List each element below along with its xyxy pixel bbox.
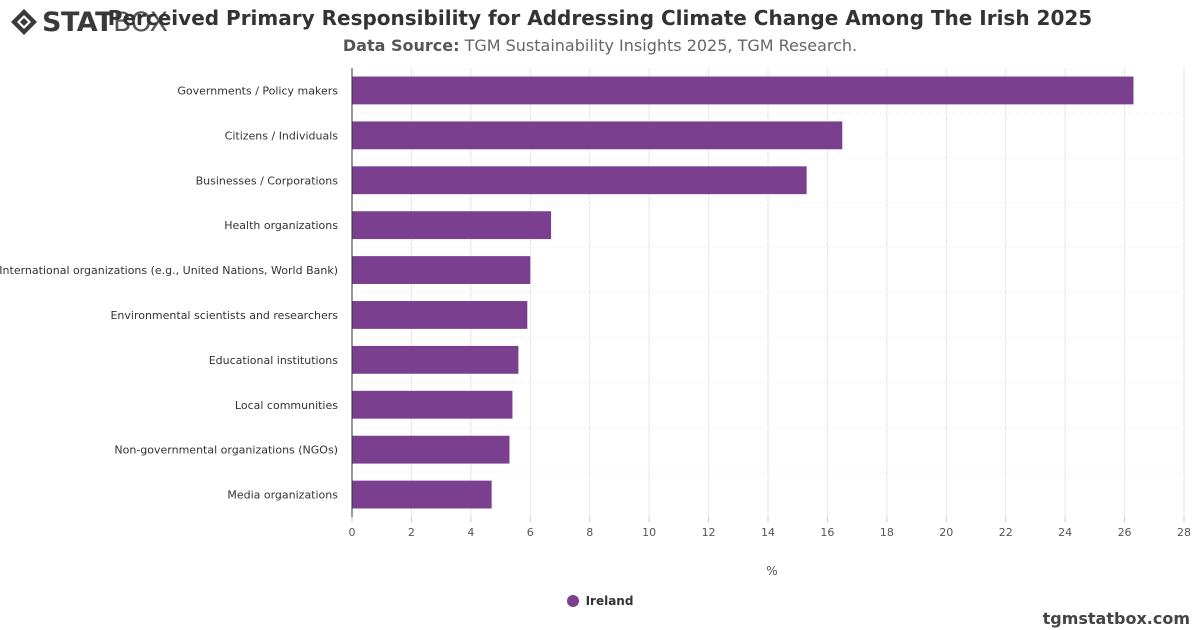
bar [352,480,492,509]
x-tick-label: 22 [999,526,1013,539]
bar [352,301,528,329]
bar [352,390,513,419]
x-tick-label: 14 [761,526,775,539]
bar [352,345,519,374]
bar [352,76,1134,105]
diamond-logo-icon [11,9,37,35]
category-label: Health organizations [224,219,338,232]
x-tick-label: 8 [586,526,593,539]
category-label: Local communities [235,399,338,412]
category-label: Citizens / Individuals [225,129,339,142]
source-label: Data Source: [342,36,460,55]
category-label: Governments / Policy makers [177,84,338,97]
bar [352,256,531,284]
logo-text: STATBOX [42,6,168,38]
category-label: Educational institutions [209,354,339,367]
x-tick-label: 2 [408,526,415,539]
x-tick-label: 6 [527,526,534,539]
x-tick-label: 10 [642,526,656,539]
x-tick-label: 4 [467,526,474,539]
footer-site: tgmstatbox.com [1042,609,1190,628]
x-tick-label: 16 [820,526,834,539]
x-tick-label: 12 [702,526,716,539]
category-label: Media organizations [227,489,338,502]
x-tick-label: 28 [1177,526,1191,539]
legend-marker [566,595,579,607]
bar [352,435,510,464]
x-tick-label: 18 [880,526,894,539]
category-label: International organizations (e.g., Unite… [0,264,338,277]
bar [352,166,807,195]
x-axis-title: % [766,564,777,578]
legend-label: Ireland [585,594,634,608]
x-tick-label: 0 [349,526,356,539]
chart-subtitle: Data Source: TGM Sustainability Insights… [0,36,1200,55]
category-label: Non-governmental organizations (NGOs) [114,444,338,457]
bar [352,211,552,240]
x-tick-label: 26 [1118,526,1132,539]
chart-title: Perceived Primary Responsibility for Add… [107,6,1093,30]
x-tick-label: 20 [939,526,953,539]
bar [352,121,843,150]
category-label: Businesses / Corporations [196,174,339,187]
x-tick-label: 24 [1058,526,1072,539]
statbox-logo: STATBOX [10,6,168,38]
category-label: Environmental scientists and researchers [110,309,338,322]
source-text: TGM Sustainability Insights 2025, TGM Re… [459,36,858,55]
legend[interactable]: Ireland [0,594,1200,608]
